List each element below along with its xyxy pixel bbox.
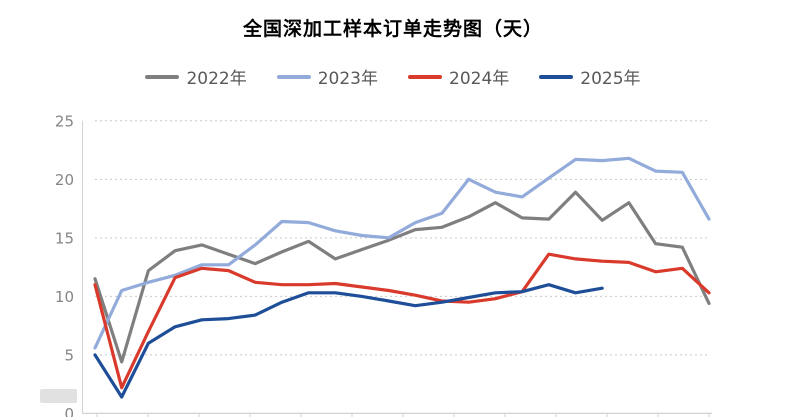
legend-label: 2022年	[186, 69, 247, 89]
y-axis-label-15: 15	[55, 229, 74, 247]
chart-title: 全国深加工样本订单走势图（天）	[242, 18, 543, 40]
series-line-2022年	[93, 190, 711, 364]
y-axis-label-20: 20	[55, 171, 74, 189]
legend-item-2024年: 2024年	[408, 64, 509, 89]
y-axis-label-25: 25	[55, 112, 74, 130]
legend-item-2025年: 2025年	[539, 64, 641, 89]
series-line-2023年	[93, 156, 711, 350]
legend-swatch	[408, 74, 442, 79]
y-axis-label-0: 0	[64, 405, 74, 417]
legend-label: 2024年	[449, 69, 510, 89]
series-line-2024年	[93, 252, 711, 390]
legend-item-2022年: 2022年	[145, 64, 247, 89]
watermark-fragment	[40, 389, 77, 403]
legend-label: 2023年	[317, 69, 378, 89]
series-line-2025年	[93, 283, 604, 399]
legend-swatch	[145, 74, 180, 79]
legend-swatch	[276, 74, 311, 79]
legend-label: 2025年	[580, 69, 641, 89]
legend: 2022年 2023年 2024年 2025年	[0, 64, 786, 89]
y-axis-label-10: 10	[55, 288, 74, 306]
legend-swatch	[539, 74, 574, 79]
legend-item-2023年: 2023年	[276, 64, 378, 89]
y-axis-label-5: 5	[64, 346, 74, 364]
